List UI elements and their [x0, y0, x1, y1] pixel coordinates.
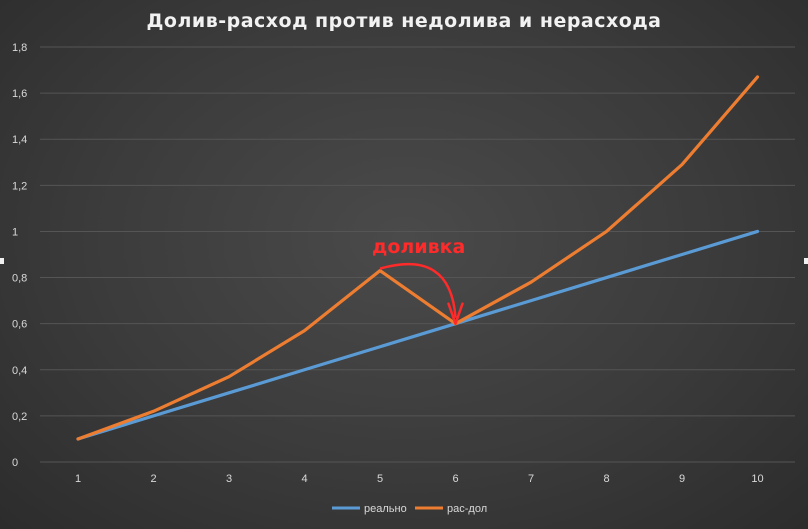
x-tick-label: 6: [452, 473, 458, 485]
x-tick-label: 2: [150, 473, 156, 485]
y-tick-label: 1: [12, 226, 18, 238]
series-lines: [76, 75, 760, 441]
series-line-1: [76, 229, 760, 441]
y-tick-label: 1,8: [12, 42, 27, 54]
y-tick-label: 1,6: [12, 88, 27, 100]
chart-title: Долив-расход против недолива и нерасхода: [146, 10, 662, 32]
series-line-2: [76, 75, 760, 441]
y-tick-label: 1,2: [12, 180, 27, 192]
resize-handle-right[interactable]: [804, 258, 808, 264]
annotation: доливка: [372, 236, 465, 325]
y-tick-label: 0,8: [12, 273, 27, 285]
x-tick-label: 7: [528, 473, 534, 485]
y-tick-label: 0,2: [12, 411, 27, 423]
legend-label-2: рас-дол: [447, 503, 487, 515]
annotation-label: доливка: [372, 236, 465, 258]
x-tick-label: 1: [75, 473, 81, 485]
x-tick-label: 10: [751, 473, 763, 485]
y-tick-label: 0,4: [12, 365, 27, 377]
gridlines: [40, 46, 795, 463]
annotation-arrow: [379, 262, 457, 318]
resize-handle-left[interactable]: [0, 258, 4, 264]
y-tick-label: 0,6: [12, 319, 27, 331]
x-axis-ticks: 1 2 3 4 5 6 7 8 9 10: [75, 473, 764, 485]
x-tick-label: 5: [377, 473, 383, 485]
x-tick-label: 8: [603, 473, 609, 485]
annotation-arrowhead: [447, 302, 464, 325]
x-tick-label: 3: [226, 473, 232, 485]
legend-label-1: реально: [364, 503, 407, 515]
y-tick-label: 1,4: [12, 134, 27, 146]
y-tick-label: 0: [12, 457, 18, 469]
x-tick-label: 9: [679, 473, 685, 485]
x-tick-label: 4: [301, 473, 307, 485]
legend: реально рас-дол: [332, 503, 487, 515]
y-axis-ticks: 0 0,2 0,4 0,6 0,8 1 1,2 1,4 1,6 1,8: [12, 42, 27, 469]
